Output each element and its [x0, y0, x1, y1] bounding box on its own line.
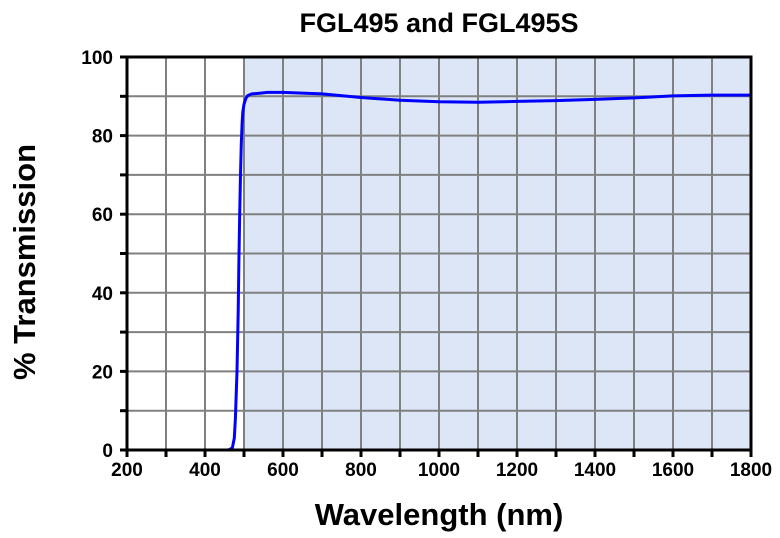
x-tick-label: 1400 — [574, 460, 616, 481]
y-axis-label: % Transmission — [7, 144, 42, 380]
y-tick-label: 80 — [92, 127, 113, 148]
chart-title: FGL495 and FGL495S — [299, 8, 578, 38]
plot-frame — [125, 55, 753, 452]
x-tick-label: 800 — [345, 460, 377, 481]
x-tick-label: 400 — [189, 460, 221, 481]
x-tick-label: 1000 — [418, 460, 460, 481]
x-tick-label: 1600 — [652, 460, 694, 481]
series-line-fgl495 — [127, 90, 751, 452]
y-tick-label: 0 — [102, 441, 113, 462]
x-tick-label: 200 — [111, 460, 143, 481]
y-tick-label: 40 — [92, 284, 113, 305]
y-tick-label: 100 — [81, 48, 113, 69]
grid — [127, 57, 751, 450]
y-tick-label: 20 — [92, 362, 113, 383]
axis-ticks: 200 400 600 800 1000 1200 1400 1600 1800 0 20 40 60 8… — [81, 48, 772, 481]
x-tick-label: 1200 — [496, 460, 538, 481]
x-tick-label: 1800 — [730, 460, 772, 481]
y-tick-label: 60 — [92, 205, 113, 226]
x-tick-label: 600 — [267, 460, 299, 481]
x-axis-label: Wavelength (nm) — [315, 497, 564, 532]
